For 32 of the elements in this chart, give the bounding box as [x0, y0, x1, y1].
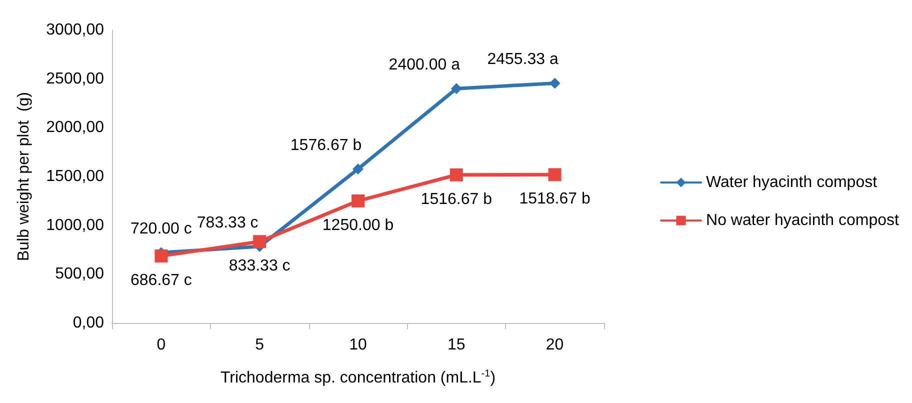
- point: [450, 83, 462, 94]
- data-label: 1250.00 b: [322, 216, 394, 234]
- x-tick-label: 0: [156, 336, 166, 354]
- data-label: 720.00 c: [130, 220, 192, 238]
- x-tick-label: 10: [349, 336, 367, 354]
- y-axis-title: Bulb weight per plot (g): [16, 92, 32, 261]
- y-tick-label: 2500,00: [46, 70, 104, 88]
- data-label: 686.67 c: [130, 272, 192, 289]
- x-tick-label: 5: [255, 336, 264, 354]
- data-label: 2455.33 a: [487, 51, 558, 68]
- y-tick-label: 3000,00: [46, 22, 104, 38]
- data-label: 2400.00 a: [388, 56, 460, 74]
- y-tick-label: 500,00: [55, 266, 104, 283]
- y-tick-label: 0,00: [72, 314, 104, 332]
- point: [450, 168, 463, 182]
- point: [352, 194, 364, 208]
- x-tick-label: 20: [546, 336, 564, 354]
- point: [253, 235, 266, 248]
- data-label: 1516.67 b: [420, 190, 492, 208]
- y-tick-label: 1500,00: [46, 168, 104, 185]
- point: [549, 78, 560, 89]
- data-label: 1518.67 b: [519, 190, 590, 208]
- legend-label: No water hyacinth compost: [706, 212, 900, 229]
- data-label: 833.33 c: [228, 258, 290, 275]
- legend-label: Water hyacinth compost: [706, 174, 878, 191]
- point: [352, 164, 364, 175]
- x-tick-label: 15: [448, 336, 466, 354]
- data-label: 1576.67 b: [290, 137, 362, 154]
- point: [548, 168, 562, 182]
- y-tick-label: 2000,00: [46, 119, 104, 136]
- data-label: 783.33 c: [196, 214, 258, 232]
- y-tick-label: 1000,00: [46, 216, 104, 234]
